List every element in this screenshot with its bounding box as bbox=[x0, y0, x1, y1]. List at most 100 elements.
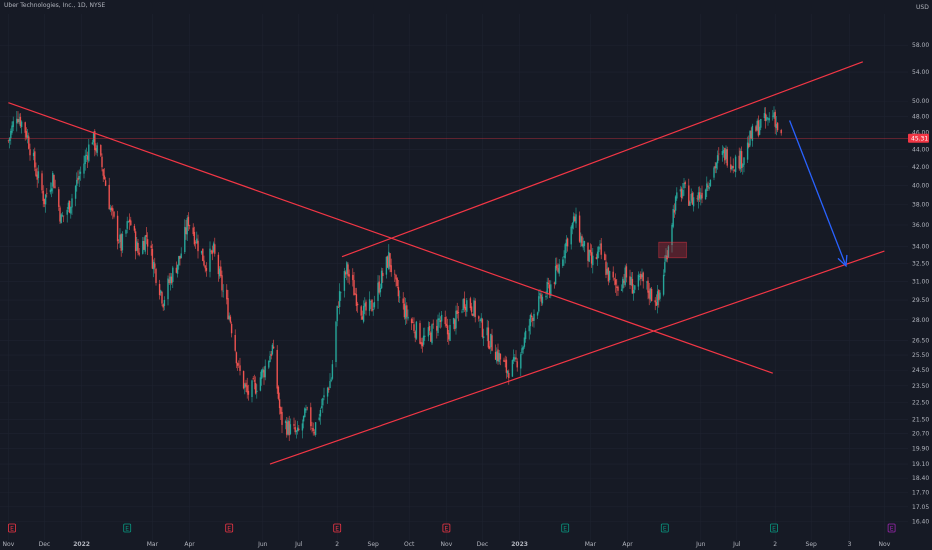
trendline-ascending-support[interactable] bbox=[269, 250, 885, 465]
candle-body bbox=[562, 259, 564, 266]
price-axis[interactable]: 58.00 54.00 50.00 48.00 46.00 44.00 42.00 40.00… bbox=[908, 42, 929, 526]
candle-body bbox=[649, 288, 652, 300]
candle-body bbox=[428, 325, 431, 331]
candle-body bbox=[389, 253, 391, 267]
candle-body bbox=[236, 363, 239, 366]
candle-body bbox=[684, 182, 686, 185]
candle-body bbox=[259, 377, 262, 391]
candle-body bbox=[407, 316, 409, 319]
candle-body bbox=[68, 200, 71, 213]
candle-body bbox=[270, 353, 272, 357]
candle-body bbox=[155, 268, 157, 283]
candle-body bbox=[743, 157, 745, 165]
candle-body bbox=[354, 293, 356, 295]
candle-body bbox=[673, 209, 676, 213]
trendline-upper-channel[interactable] bbox=[341, 61, 864, 258]
earnings-marker-icon[interactable] bbox=[225, 523, 234, 533]
candle-body bbox=[368, 299, 371, 311]
candle-body bbox=[472, 313, 474, 316]
earnings-marker-icon[interactable] bbox=[887, 523, 896, 533]
candle-body bbox=[679, 189, 682, 192]
candle-body bbox=[480, 317, 482, 322]
projection-arrow[interactable] bbox=[788, 120, 847, 267]
candle-body bbox=[587, 242, 589, 261]
candle-body bbox=[58, 189, 60, 207]
candle-body bbox=[706, 183, 708, 192]
candle-body bbox=[19, 116, 22, 127]
candle-body bbox=[456, 310, 458, 315]
earnings-marker-icon[interactable] bbox=[770, 523, 778, 533]
candle-body bbox=[272, 346, 275, 349]
earnings-marker-label: E bbox=[563, 526, 567, 533]
drawings[interactable] bbox=[0, 61, 908, 465]
candle-body bbox=[66, 209, 68, 215]
candle-body bbox=[18, 119, 20, 123]
price-tick-label: 34.00 bbox=[912, 244, 929, 251]
candle-body bbox=[773, 112, 775, 118]
candle-body bbox=[137, 242, 139, 253]
candle-body bbox=[659, 292, 661, 299]
candle-body bbox=[121, 234, 124, 251]
time-axis[interactable]: Nov Dec 2022 Mar Apr Jun Jul 2 Sep Oct Nov Dec 2023 M… bbox=[3, 541, 891, 548]
candle-body bbox=[436, 325, 438, 331]
candle-body bbox=[94, 131, 96, 151]
candle-body bbox=[632, 290, 635, 294]
candle-body bbox=[701, 192, 703, 199]
candle-body bbox=[108, 184, 110, 210]
earnings-marker-icon[interactable] bbox=[561, 523, 570, 533]
earnings-marker-label: E bbox=[227, 526, 231, 533]
candle-body bbox=[508, 373, 510, 379]
candle-body bbox=[503, 359, 505, 362]
candle-body bbox=[563, 256, 565, 258]
candle-body bbox=[528, 325, 530, 332]
candle-body bbox=[53, 174, 55, 189]
candle-body bbox=[448, 332, 450, 340]
highlight-zone[interactable] bbox=[658, 241, 687, 259]
chart-title: Uber Technologies, Inc., 1D, NYSE bbox=[4, 2, 106, 9]
candle-body bbox=[262, 369, 264, 373]
candle-body bbox=[288, 421, 290, 436]
candle-body bbox=[479, 319, 481, 321]
candle-body bbox=[617, 286, 619, 291]
candle-body bbox=[775, 124, 778, 129]
candle-body bbox=[329, 381, 331, 389]
earnings-marker-icon[interactable] bbox=[333, 523, 342, 533]
candle-body bbox=[740, 151, 743, 168]
candle-body bbox=[188, 225, 191, 227]
candle-body bbox=[245, 382, 247, 387]
earnings-marker-icon[interactable] bbox=[442, 523, 451, 533]
candle-body bbox=[473, 300, 475, 316]
candle-body bbox=[529, 315, 532, 327]
candle-body bbox=[742, 164, 744, 167]
earnings-marker-icon[interactable] bbox=[123, 523, 132, 533]
candle-body bbox=[655, 302, 658, 306]
price-tick-label: 18.40 bbox=[912, 475, 929, 482]
current-price-badge bbox=[908, 133, 929, 143]
candle-body bbox=[289, 424, 292, 435]
candle-body bbox=[330, 379, 332, 381]
candle-body bbox=[372, 309, 374, 311]
candle-body bbox=[314, 422, 317, 435]
candle-body bbox=[386, 256, 389, 268]
candle-body bbox=[598, 246, 600, 253]
candle-body bbox=[305, 408, 307, 411]
candle-body bbox=[202, 248, 204, 261]
candle-body bbox=[313, 432, 316, 434]
candle-body bbox=[220, 266, 222, 277]
candle-body bbox=[580, 236, 582, 243]
candle-body bbox=[227, 298, 229, 319]
candle-body bbox=[629, 276, 631, 285]
price-tick-label: 29.50 bbox=[912, 297, 929, 304]
candle-body bbox=[214, 244, 216, 254]
earnings-marker-icon[interactable] bbox=[660, 523, 669, 533]
candle-body bbox=[470, 306, 473, 313]
candle-body bbox=[79, 171, 82, 174]
candle-body bbox=[449, 324, 451, 341]
earnings-marker-icon[interactable] bbox=[8, 523, 16, 533]
projection-arrow-head[interactable] bbox=[837, 254, 848, 268]
time-tick-label: Jul bbox=[732, 541, 741, 548]
candle-body bbox=[242, 371, 245, 389]
candle-body bbox=[85, 154, 88, 157]
